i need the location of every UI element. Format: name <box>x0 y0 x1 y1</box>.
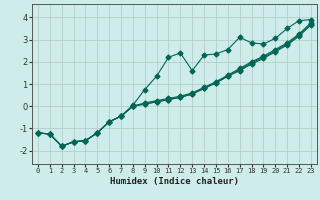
X-axis label: Humidex (Indice chaleur): Humidex (Indice chaleur) <box>110 177 239 186</box>
